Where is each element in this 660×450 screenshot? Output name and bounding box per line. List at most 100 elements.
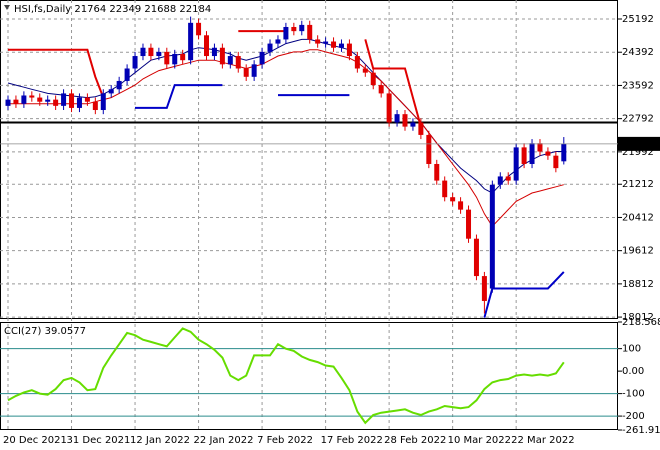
candle-body	[5, 99, 11, 106]
candle-body	[354, 56, 360, 69]
y-tick-label: -100	[622, 389, 645, 400]
candle-body	[267, 43, 273, 52]
candle-body	[61, 93, 67, 106]
cci-panel-frame	[0, 322, 618, 430]
y-tick-label: 0.00	[622, 366, 644, 377]
candle-body	[188, 22, 194, 61]
candle-body	[346, 43, 352, 57]
candle-body	[13, 99, 19, 104]
candle-body	[291, 26, 297, 32]
candle-body	[307, 24, 313, 40]
candle-body	[315, 39, 321, 44]
candle-body	[219, 47, 225, 65]
y-tick-label: 23592	[622, 80, 654, 91]
candle-body	[92, 101, 98, 111]
y-tick-label: 19612	[622, 246, 654, 257]
x-tick-label: 10 Mar 2022	[448, 435, 511, 446]
candle-body	[76, 97, 82, 108]
candle-body	[458, 201, 464, 210]
candle-body	[132, 56, 138, 69]
y-tick-label: -200	[622, 411, 645, 422]
y-tick-label: 18812	[622, 279, 654, 290]
overlay-line	[8, 49, 564, 228]
candle-body	[299, 24, 305, 32]
candle-body	[84, 97, 90, 102]
menu-icon	[4, 5, 10, 10]
y-tick-label: 24392	[622, 47, 654, 58]
candle-body	[156, 51, 162, 57]
candle-body	[196, 22, 202, 36]
candle-body	[418, 122, 424, 135]
y-tick-label: 22792	[622, 114, 654, 125]
x-tick-label: 31 Dec 2021	[67, 435, 131, 446]
y-tick-label: -261.910	[622, 425, 660, 436]
candle-body	[426, 134, 432, 164]
candle-body	[537, 143, 543, 152]
candle-body	[497, 176, 503, 185]
candle-body	[227, 56, 233, 65]
x-tick-label: 22 Mar 2022	[511, 435, 574, 446]
candle-body	[386, 93, 392, 123]
y-tick-label: 20412	[622, 212, 654, 223]
x-tick-label: 17 Feb 2022	[321, 435, 383, 446]
candle-body	[450, 197, 456, 202]
high-value: 22349	[109, 4, 141, 15]
candle-body	[259, 51, 265, 65]
candle-body	[370, 72, 376, 86]
y-tick-label: 218.5687	[622, 317, 660, 328]
candle-body	[235, 56, 241, 69]
price-label: 22184	[621, 139, 653, 150]
candle-body	[204, 35, 209, 57]
candle-body	[180, 53, 186, 61]
candle-body	[521, 147, 527, 164]
candle-body	[53, 99, 59, 106]
candle-body	[473, 238, 479, 277]
candle-body	[545, 151, 551, 156]
main-panel-frame	[0, 0, 618, 319]
low-value: 21688	[144, 4, 176, 15]
candle-body	[21, 95, 27, 104]
candle-body	[442, 180, 448, 198]
candle-body	[100, 93, 106, 111]
price-label-box	[618, 136, 660, 151]
y-tick-label: 18012	[622, 312, 654, 323]
x-tick-label: 28 Feb 2022	[384, 435, 446, 446]
candle-body	[172, 53, 178, 65]
y-tick-label: 25192	[622, 14, 654, 25]
overlay-line	[135, 84, 565, 318]
overlay-line	[7, 38, 564, 194]
candle-body	[283, 26, 289, 40]
header: HSI,fs,Daily 21764 22349 21688 22184	[14, 4, 211, 15]
y-tick-label: 100	[622, 344, 641, 355]
candle-body	[362, 68, 368, 73]
candle-body	[489, 184, 495, 289]
candle-body	[505, 176, 511, 181]
candle-body	[410, 122, 416, 127]
candle-body	[251, 64, 257, 77]
candle-body	[164, 51, 170, 65]
candle-body	[323, 41, 329, 44]
candle-body	[553, 155, 559, 169]
x-tick-label: 22 Jan 2022	[194, 435, 254, 446]
cci-line	[7, 327, 565, 425]
candle-body	[124, 68, 130, 81]
overlay-line	[8, 30, 422, 127]
candle-body	[402, 114, 408, 127]
x-tick-label: 7 Feb 2022	[257, 435, 313, 446]
candle-body	[275, 39, 281, 44]
candle-body	[45, 99, 51, 102]
candle-body	[561, 143, 567, 162]
open-value: 21764	[74, 4, 106, 15]
candle-body	[529, 143, 535, 164]
candle-body	[140, 47, 146, 57]
candle-body	[29, 95, 35, 98]
cci-title: CCI(27) 39.0577	[4, 326, 86, 337]
candle-body	[69, 93, 75, 108]
candle-body	[481, 276, 487, 301]
candle-body	[211, 47, 217, 57]
y-tick-label: 21212	[622, 179, 654, 190]
candle-body	[338, 43, 344, 48]
